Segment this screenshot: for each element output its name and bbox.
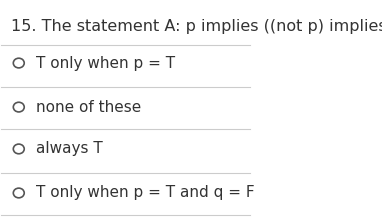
Text: T only when p = T and q = F: T only when p = T and q = F xyxy=(36,186,255,200)
Text: T only when p = T: T only when p = T xyxy=(36,56,175,70)
Text: 15. The statement A: p implies ((not p) implies q) is: 15. The statement A: p implies ((not p) … xyxy=(11,19,382,34)
Text: always T: always T xyxy=(36,141,103,157)
Text: none of these: none of these xyxy=(36,100,141,115)
